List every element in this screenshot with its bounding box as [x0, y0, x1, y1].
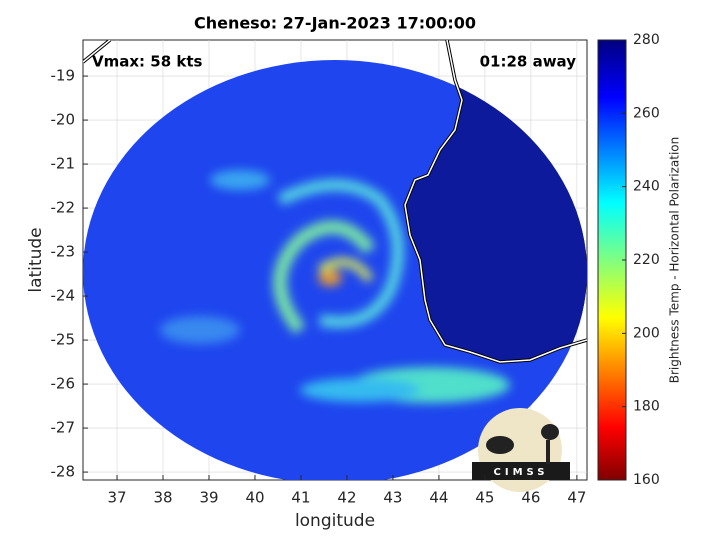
- y-tick-label: -25: [51, 331, 76, 349]
- x-tick-label: 47: [567, 489, 586, 507]
- colorbar-tick-label: 200: [633, 325, 660, 341]
- x-tick-label: 40: [245, 489, 264, 507]
- x-tick-label: 38: [153, 489, 172, 507]
- colorbar-tick-label: 180: [633, 399, 660, 415]
- colorbar-tick-label: 280: [633, 32, 660, 48]
- annotation: 01:28 away: [480, 53, 577, 71]
- chart-title: Cheneso: 27-Jan-2023 17:00:00: [194, 14, 476, 33]
- colorbar-tick-label: 160: [633, 472, 660, 488]
- y-tick-label: -26: [51, 375, 76, 393]
- x-tick-label: 44: [429, 489, 448, 507]
- x-tick-label: 45: [475, 489, 494, 507]
- x-tick-label: 46: [521, 489, 540, 507]
- y-tick-label: -21: [51, 155, 76, 173]
- y-axis-label: latitude: [26, 227, 46, 292]
- colorbar-tick-label: 220: [633, 252, 660, 268]
- colorbar: [597, 39, 627, 481]
- x-tick-label: 42: [337, 489, 356, 507]
- logo: CIMSS: [472, 408, 570, 492]
- colorbar-tick-label: 240: [633, 179, 660, 195]
- x-axis-label: longitude: [295, 511, 375, 531]
- y-tick-label: -23: [51, 243, 76, 261]
- y-tick-label: -24: [51, 287, 76, 305]
- colorbar-tick-label: 260: [633, 105, 660, 121]
- y-tick-label: -22: [51, 199, 76, 217]
- logo-text: CIMSS: [494, 467, 549, 478]
- colorbar-label: Brightness Temp - Horizontal Polarizatio…: [668, 137, 682, 384]
- y-tick-label: -19: [51, 67, 76, 85]
- x-tick-label: 41: [291, 489, 310, 507]
- x-tick-label: 37: [107, 489, 126, 507]
- x-tick-label: 43: [383, 489, 402, 507]
- annotation: Vmax: 58 kts: [92, 53, 202, 71]
- y-tick-label: -28: [51, 463, 76, 481]
- x-tick-label: 39: [199, 489, 218, 507]
- y-tick-label: -20: [51, 111, 76, 129]
- y-tick-label: -27: [51, 419, 76, 437]
